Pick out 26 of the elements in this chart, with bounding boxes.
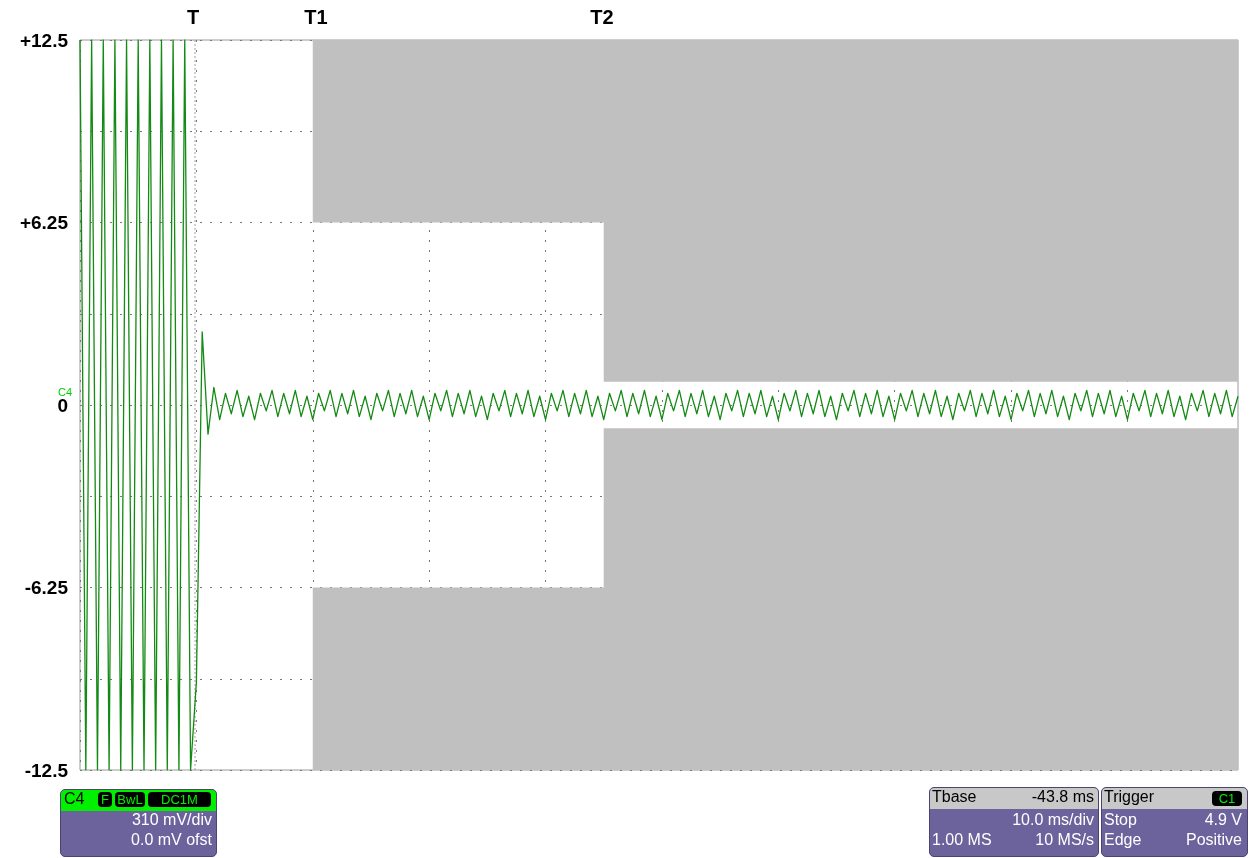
text: T [185,6,201,29]
text: 310 mV/div [130,811,212,829]
text: Trigger [1104,788,1156,806]
y-tick-label: +12.5 [19,29,69,51]
y-tick-label: -12.5 [24,759,69,781]
text: DC1M [148,792,211,807]
text: T2 [589,6,615,29]
text: F [98,792,112,807]
text: BwL [115,792,145,807]
line-series [79,39,1239,771]
y-tick-label: +6.25 [19,212,69,233]
text: C4 [58,386,74,398]
text: C1 [1212,791,1242,806]
text: Positive [1184,831,1242,849]
text: 0.0 mV ofst [130,831,212,849]
text: Stop [1104,811,1138,829]
text: Edge [1104,831,1143,849]
text: 4.9 V [1203,811,1242,829]
text: -43.8 ms [1030,788,1094,806]
y-tick-label: -6.25 [24,577,69,598]
text: C4 [64,790,86,808]
text: 10.0 ms/div [1011,811,1094,829]
text: T1 [303,6,329,29]
text: Tbase [932,788,978,806]
text: 10 MS/s [1034,831,1094,849]
text: 1.00 MS [932,831,993,849]
